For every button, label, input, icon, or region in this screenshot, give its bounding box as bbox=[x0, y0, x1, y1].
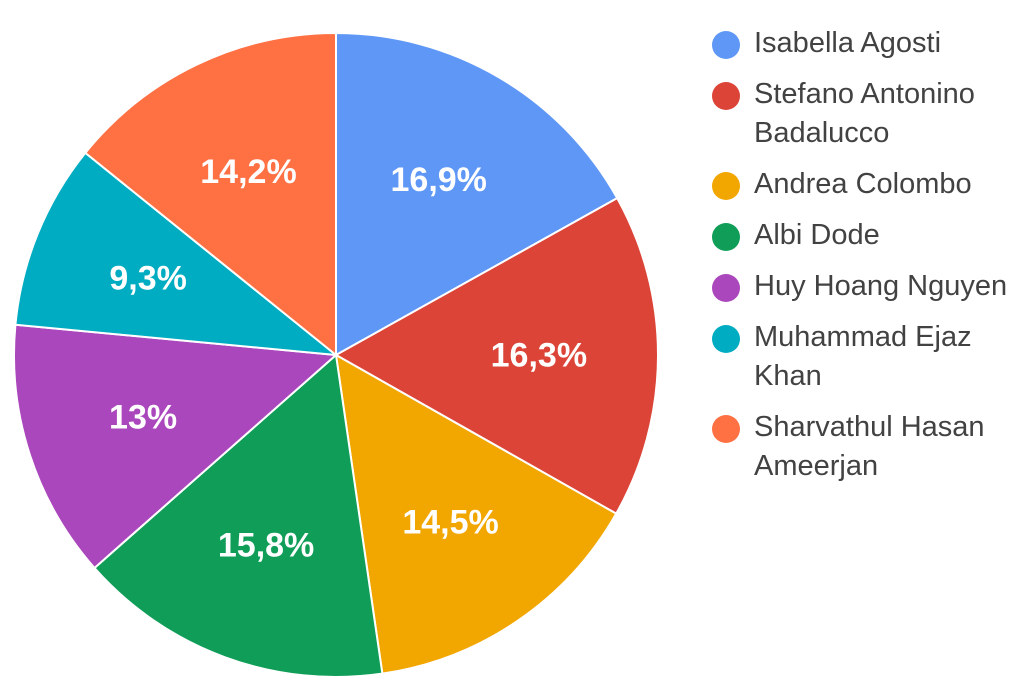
pie-slice-label: 9,3% bbox=[109, 260, 187, 298]
legend-swatch bbox=[712, 415, 740, 443]
pie-slice bbox=[335, 31, 619, 357]
pie-slice-label: 14,5% bbox=[402, 503, 498, 541]
legend-swatch bbox=[712, 223, 740, 251]
pie-slice-label: 13% bbox=[109, 399, 177, 437]
legend-label: Huy Hoang Nguyen bbox=[754, 270, 1008, 302]
pie-data-labels: 16,9% 16,3% 14,5% 15,8% 13% 9,3% 14,2% bbox=[109, 153, 587, 564]
pie-slice bbox=[13, 323, 339, 570]
legend-item: Sharvathul Hasan Ameerjan bbox=[712, 408, 1030, 486]
legend-label: Muhammad Ejaz Khan bbox=[754, 321, 972, 392]
chart-legend: Isabella Agosti Stefano Antonino Badalucc… bbox=[712, 24, 1030, 498]
legend-swatch bbox=[712, 325, 740, 353]
legend-item: Andrea Colombo bbox=[712, 165, 1030, 204]
pie-slice bbox=[14, 151, 340, 357]
pie-slice bbox=[333, 196, 659, 516]
pie-slice bbox=[83, 31, 337, 358]
legend-swatch bbox=[712, 172, 740, 200]
legend-label: Isabella Agosti bbox=[754, 27, 942, 59]
legend-item: Albi Dode bbox=[712, 216, 1030, 255]
pie-slices bbox=[13, 31, 659, 678]
legend-swatch bbox=[712, 31, 740, 59]
legend-label: Andrea Colombo bbox=[754, 168, 972, 200]
legend-label: Sharvathul Hasan Ameerjan bbox=[754, 411, 985, 482]
pie-slice-label: 14,2% bbox=[200, 153, 296, 191]
legend-item: Isabella Agosti bbox=[712, 24, 1030, 63]
pie-slice bbox=[93, 353, 384, 678]
legend-item: Stefano Antonino Badalucco bbox=[712, 75, 1030, 153]
pie-slice-label: 16,9% bbox=[391, 161, 487, 199]
legend-item: Huy Hoang Nguyen bbox=[712, 267, 1030, 306]
pie-slice bbox=[334, 353, 618, 675]
legend-item: Muhammad Ejaz Khan bbox=[712, 318, 1030, 396]
legend-label: Albi Dode bbox=[754, 219, 880, 251]
legend-swatch bbox=[712, 274, 740, 302]
pie-slice-label: 16,3% bbox=[491, 337, 587, 375]
legend-label: Stefano Antonino Badalucco bbox=[754, 78, 975, 149]
pie-slice-label: 15,8% bbox=[218, 526, 314, 564]
legend-swatch bbox=[712, 82, 740, 110]
